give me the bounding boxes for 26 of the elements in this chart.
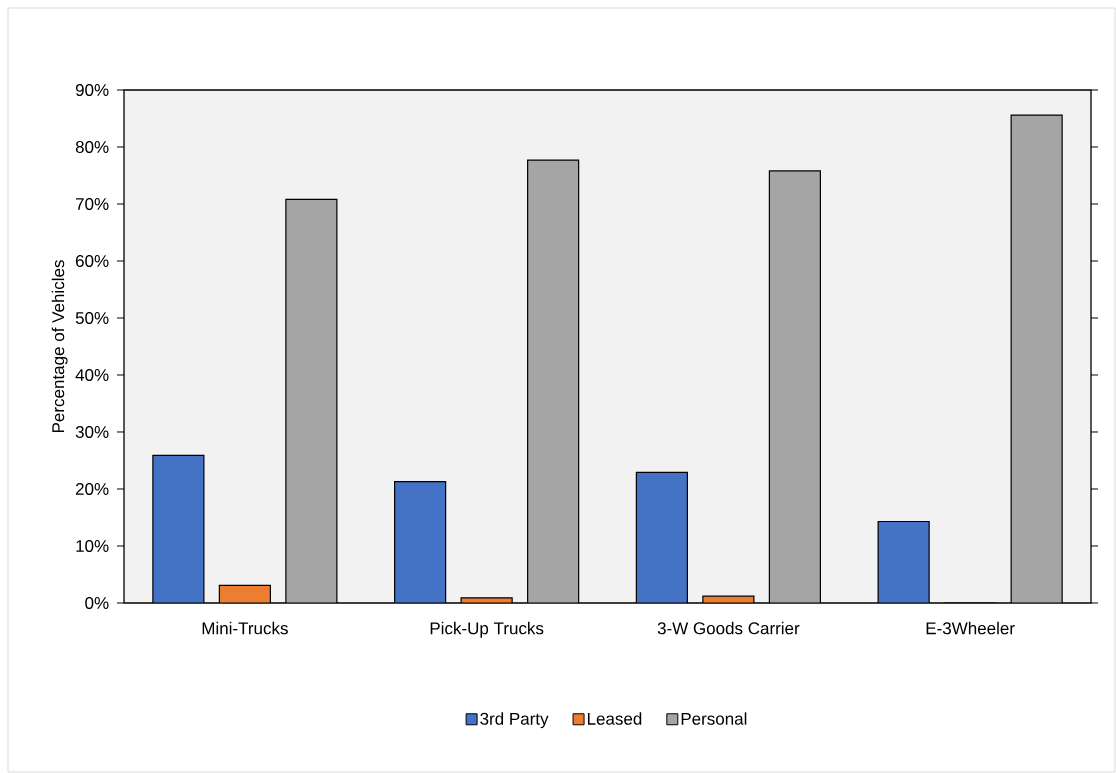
x-tick-label: E-3Wheeler: [926, 621, 1015, 635]
bar: [285, 199, 337, 603]
legend-label: 3rd Party: [480, 712, 549, 729]
legend-label: Leased: [587, 712, 642, 725]
y-tick-label: 60%: [75, 254, 109, 268]
bar: [768, 170, 821, 603]
y-tick-label: 70%: [75, 197, 109, 211]
x-tick-label: Pick-Up Trucks: [430, 621, 544, 638]
bar: [152, 455, 204, 603]
bar: [394, 480, 447, 603]
legend-label: Personal: [681, 712, 747, 725]
bar: [527, 159, 580, 603]
bar: [635, 471, 688, 603]
bar: [1010, 114, 1063, 603]
y-tick-label: 90%: [75, 83, 109, 97]
x-tick-label: 3-W Goods Carrier: [657, 621, 800, 635]
y-tick-label: 50%: [75, 311, 109, 325]
bar: [877, 520, 930, 603]
y-axis-title: Percentage of Vehicles: [51, 260, 68, 433]
y-tick-label: 80%: [75, 140, 109, 154]
y-tick-label: 0%: [85, 596, 109, 610]
x-tick-label: Mini-Trucks: [202, 621, 288, 635]
y-tick-label: 20%: [75, 482, 109, 496]
y-tick-label: 30%: [75, 425, 109, 439]
y-tick-label: 40%: [75, 368, 109, 382]
y-tick-label: 10%: [76, 539, 109, 553]
